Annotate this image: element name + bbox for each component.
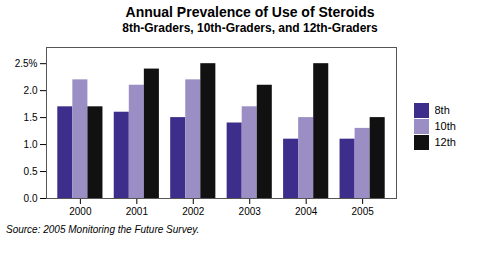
html-text:Annual Prevalence of Use of St: Annual Prevalence of Use of Steroids bbox=[125, 4, 375, 20]
svg-text:0.0: 0.0 bbox=[24, 193, 38, 204]
svg-text:2.5%: 2.5% bbox=[15, 58, 38, 69]
svg-text:2.0: 2.0 bbox=[24, 85, 38, 96]
svg-text:2005: 2005 bbox=[352, 206, 375, 217]
svg-text:0.5: 0.5 bbox=[24, 166, 38, 177]
svg-text:2003: 2003 bbox=[239, 206, 262, 217]
svg-text:2000: 2000 bbox=[69, 206, 92, 217]
html-text:12th: 12th bbox=[434, 136, 456, 149]
html-text:8th: 8th bbox=[434, 104, 450, 117]
svg-text:2004: 2004 bbox=[295, 206, 318, 217]
html-text:Source: 2005 Monitoring the Fu: Source: 2005 Monitoring the Future Surve… bbox=[6, 224, 200, 235]
svg-text:2001: 2001 bbox=[126, 206, 149, 217]
svg-text:2002: 2002 bbox=[182, 206, 205, 217]
svg-text:1.5: 1.5 bbox=[24, 112, 38, 123]
html-text:8th-Graders, 10th-Graders, and: 8th-Graders, 10th-Graders, and 12th-Grad… bbox=[122, 21, 378, 35]
svg-text:1.0: 1.0 bbox=[24, 139, 38, 150]
html-text:10th: 10th bbox=[434, 120, 456, 133]
